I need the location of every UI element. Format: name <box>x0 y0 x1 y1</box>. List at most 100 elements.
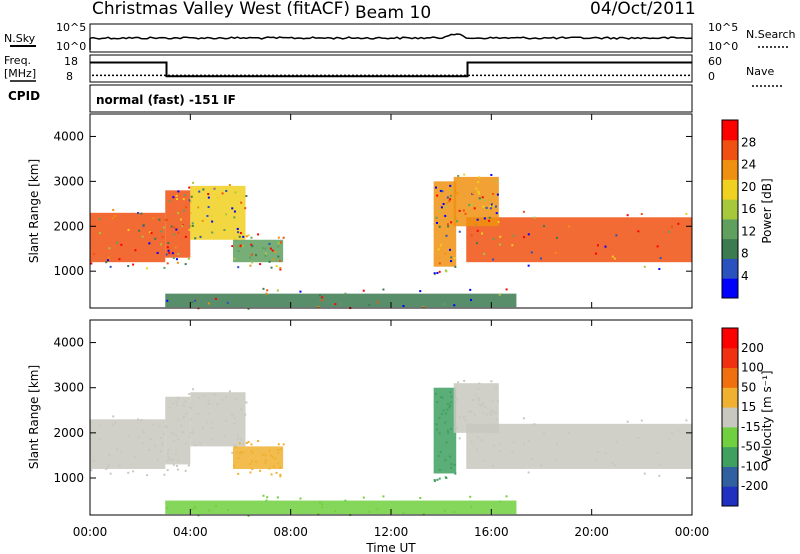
velocity-echo-speckle <box>182 404 185 407</box>
colorbar-tick-label: 15 <box>741 400 756 414</box>
power-echo-speckle <box>643 265 646 268</box>
velocity-echo-speckle <box>435 423 438 426</box>
power-echo-speckle <box>116 241 119 244</box>
velocity-echo-speckle <box>249 463 252 466</box>
power-echo-speckle <box>242 235 245 238</box>
velocity-echo-speckle <box>173 432 176 435</box>
velocity-echo-speckle <box>166 469 169 472</box>
power-echo-speckle <box>458 209 461 212</box>
velocity-echo-speckle <box>596 450 599 453</box>
velocity-echo-speckle <box>132 470 135 473</box>
power-echo-speckle <box>152 217 155 220</box>
power-echo-speckle <box>166 246 169 249</box>
power-echo-speckle <box>677 222 680 225</box>
freq-panel: Freq. [MHz] 18 8 60 0 Nave <box>4 54 782 87</box>
velocity-echo-speckle <box>656 452 659 455</box>
power-echo-speckle <box>441 190 444 193</box>
power-echo-speckle <box>98 218 101 221</box>
freq-tick-top: 18 <box>64 55 78 68</box>
velocity-echo-speckle <box>505 495 508 498</box>
velocity-echo-speckle <box>491 399 494 402</box>
noise-search-label: N.Search <box>746 28 796 41</box>
velocity-echo-speckle <box>483 405 486 408</box>
power-echo-speckle <box>488 219 491 222</box>
velocity-echo-speckle <box>456 426 459 429</box>
power-colorbar: 28 24 20 16 12 8 4 <box>721 119 756 299</box>
power-echo-speckle <box>454 265 457 268</box>
velocity-echo-speckle <box>175 401 178 404</box>
velocity-echo-speckle <box>214 504 217 507</box>
velocity-echo-speckle <box>442 409 445 412</box>
velocity-echo-speckle <box>165 460 168 463</box>
velocity-echo-speckle <box>279 475 282 478</box>
power-echo-speckle <box>277 236 280 239</box>
power-echo-speckle <box>668 230 671 233</box>
velocity-echo-speckle <box>447 431 450 434</box>
velocity-echo-region <box>190 392 246 447</box>
velocity-echo-speckle <box>368 510 371 513</box>
power-echo-speckle <box>317 306 320 309</box>
power-echo-speckle <box>533 216 536 219</box>
power-echo-speckle <box>433 273 436 276</box>
power-echo-speckle <box>166 262 169 265</box>
power-echo-speckle <box>171 252 174 255</box>
velocity-echo-speckle <box>321 506 324 509</box>
power-echo-speckle <box>106 259 109 262</box>
velocity-echo-speckle <box>167 448 170 451</box>
colorbar-swatch <box>722 328 738 349</box>
velocity-colorbar-label: Velocity [m s⁻¹] <box>760 370 774 463</box>
velocity-echo-region <box>453 383 499 433</box>
power-echo-speckle <box>450 256 453 259</box>
velocity-echo-speckle <box>226 508 229 511</box>
velocity-echo-speckle <box>269 454 272 457</box>
power-echo-speckle <box>225 213 228 216</box>
velocity-echo-speckle <box>438 477 441 480</box>
power-echo-speckle <box>177 212 180 215</box>
power-echo-speckle <box>275 265 278 268</box>
velocity-echo-speckle <box>446 402 449 405</box>
colorbar-swatch <box>722 218 738 240</box>
power-echo-speckle <box>251 245 254 248</box>
power-panel: 4000 3000 2000 1000 Slant Range [km] 28 24 20… <box>27 113 774 310</box>
velocity-echo-speckle <box>238 442 241 445</box>
velocity-echo-speckle <box>480 439 483 442</box>
velocity-echo-speckle <box>240 408 243 411</box>
velocity-echo-speckle <box>231 413 234 416</box>
power-echo-speckle <box>174 246 177 249</box>
velocity-echo-speckle <box>154 444 157 447</box>
colorbar-swatch <box>722 120 738 141</box>
power-echo-speckle <box>512 234 515 237</box>
velocity-echo-speckle <box>277 443 280 446</box>
velocity-echo-speckle <box>159 450 162 453</box>
velocity-echo-speckle <box>640 419 643 422</box>
velocity-echo-speckle <box>277 452 280 455</box>
velocity-echo-speckle <box>473 413 476 416</box>
velocity-echo-speckle <box>475 393 478 396</box>
power-echo-speckle <box>238 235 241 238</box>
velocity-echo-speckle <box>321 503 324 506</box>
velocity-echo-speckle <box>362 496 365 499</box>
power-echo-speckle <box>321 296 324 299</box>
velocity-echo-speckle <box>268 467 271 470</box>
power-echo-speckle <box>615 234 618 237</box>
y-tick-label: 4000 <box>53 129 84 143</box>
y-tick-label: 2000 <box>53 426 84 440</box>
colorbar-swatch <box>722 347 738 369</box>
velocity-echo-region <box>466 423 692 469</box>
velocity-echo-speckle <box>188 435 191 438</box>
velocity-echo-speckle <box>211 427 214 430</box>
power-echo-speckle <box>670 225 673 228</box>
power-echo-speckle <box>453 257 456 260</box>
velocity-echo-speckle <box>604 452 607 455</box>
velocity-echo-speckle <box>478 398 481 401</box>
y-tick-label: 1000 <box>53 264 84 278</box>
power-echo-speckle <box>274 250 277 253</box>
power-echo-speckle <box>190 195 193 198</box>
velocity-echo-speckle <box>111 423 114 426</box>
station-title: Christmas Valley West (fitACF) <box>92 0 350 19</box>
power-echo-speckle <box>138 229 141 232</box>
velocity-echo-region <box>433 387 457 474</box>
velocity-echo-speckle <box>138 436 141 439</box>
velocity-echo-speckle <box>223 435 226 438</box>
velocity-echo-speckle <box>441 396 444 399</box>
